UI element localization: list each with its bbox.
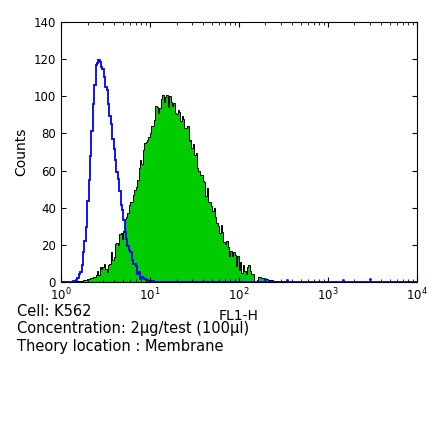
X-axis label: FL1-H: FL1-H <box>219 309 259 323</box>
Text: Cell: K562
Concentration: 2μg/test (100μl)
Theory location : Membrane: Cell: K562 Concentration: 2μg/test (100μ… <box>17 304 250 354</box>
Y-axis label: Counts: Counts <box>14 128 28 176</box>
